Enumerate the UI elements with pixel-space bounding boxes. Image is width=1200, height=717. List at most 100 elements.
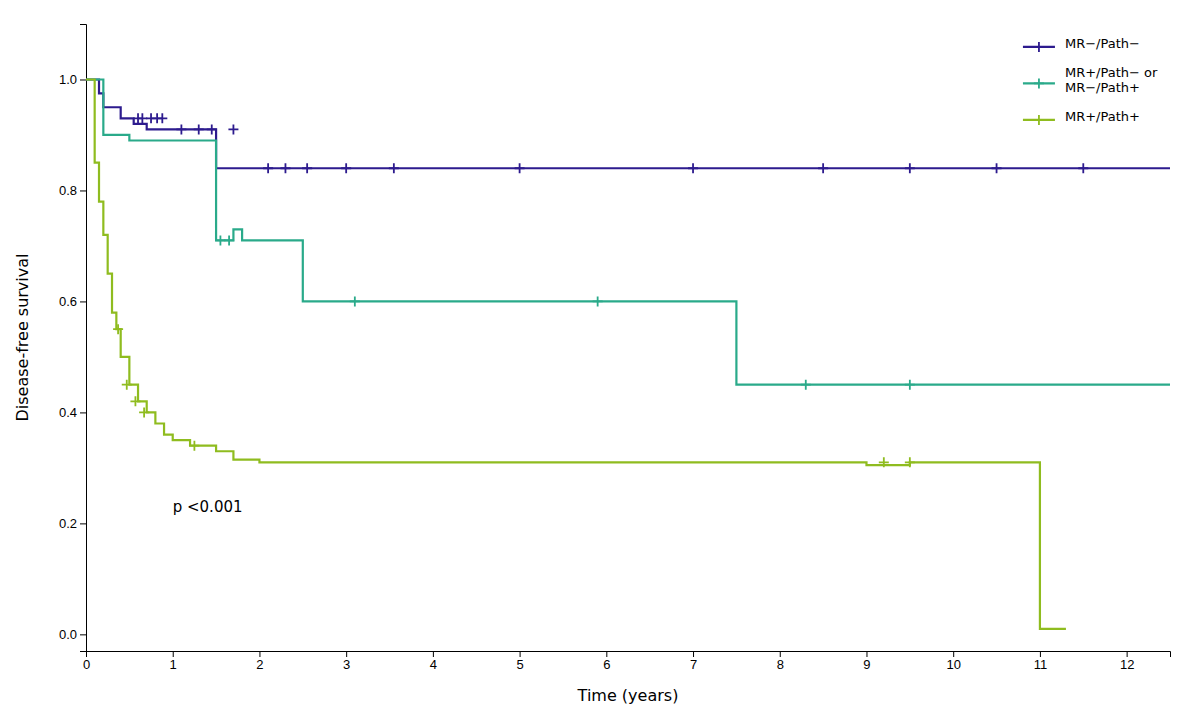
- tick: 1.0: [59, 72, 86, 87]
- marks: [86, 79, 1170, 628]
- tick-label: 12: [1120, 657, 1134, 672]
- tick-label: 2: [256, 657, 263, 672]
- tick-label: 11: [1034, 657, 1048, 672]
- censor-mark: [263, 163, 273, 173]
- censor-mark: [157, 113, 167, 123]
- tick-label: 3: [343, 657, 350, 672]
- tick-mark: [953, 651, 954, 657]
- tick-label: 6: [603, 657, 610, 672]
- tick-label: 10: [946, 657, 960, 672]
- tick-label: 9: [863, 657, 870, 672]
- censor-mark: [801, 380, 811, 390]
- legend-item: MR−/Path−: [1023, 36, 1140, 52]
- censor-mark: [992, 163, 1002, 173]
- tick-mark: [80, 79, 86, 80]
- tick-label: 1.0: [59, 72, 77, 87]
- axis-line: [80, 25, 87, 652]
- tick-mark: [173, 651, 174, 657]
- censor-mark: [137, 113, 147, 123]
- tick-mark: [1127, 651, 1128, 657]
- tick: 10: [946, 651, 960, 672]
- tick-mark: [606, 651, 607, 657]
- legend-label: MR+/Path− orMR−/Path+: [1065, 65, 1158, 95]
- tick: 0.4: [59, 405, 86, 420]
- censor-mark: [139, 407, 149, 417]
- censor-mark: [189, 441, 199, 451]
- censor-mark: [176, 124, 186, 134]
- censor-mark: [130, 396, 140, 406]
- tick-mark: [80, 412, 86, 413]
- tick-mark: [259, 651, 260, 657]
- tick: 5: [516, 651, 523, 672]
- legend-swatch-marker: [1034, 42, 1044, 52]
- survival-curve: [86, 79, 1170, 168]
- censor-mark: [905, 163, 915, 173]
- tick: 3: [343, 651, 350, 672]
- censor-mark: [341, 163, 351, 173]
- censor-mark: [389, 163, 399, 173]
- legend-label-line: MR−/Path+: [1065, 80, 1140, 95]
- tick: 0.6: [59, 294, 86, 309]
- censor-mark: [224, 235, 234, 245]
- censor-mark: [207, 124, 217, 134]
- tick-mark: [1040, 651, 1041, 657]
- survival-curve: [86, 79, 1170, 384]
- tick: 12: [1120, 651, 1134, 672]
- tick-label: 0.4: [59, 405, 77, 420]
- tick: 11: [1034, 651, 1048, 672]
- legend: MR−/Path− MR+/Path− orMR−/Path+ MR+/Path+: [1023, 36, 1158, 125]
- tick-label: 8: [777, 657, 784, 672]
- tick: 0.2: [59, 516, 86, 531]
- tick: 0: [83, 651, 90, 672]
- tick-mark: [346, 651, 347, 657]
- tick-mark: [866, 651, 867, 657]
- legend-swatch-marker: [1034, 78, 1044, 88]
- tick-mark: [520, 651, 521, 657]
- censor-mark: [215, 235, 225, 245]
- tick: 1: [170, 651, 177, 672]
- tick: 0.8: [59, 183, 86, 198]
- background: [0, 0, 1200, 717]
- x-axis-title: Time (years): [577, 686, 679, 705]
- legend-swatch-marker: [1034, 115, 1044, 125]
- tick-label: 7: [690, 657, 697, 672]
- censor-mark: [593, 296, 603, 306]
- y-axis: 0.0 0.2 0.4 0.6 0.8 1.0: [59, 25, 87, 652]
- legend-label-line: MR−/Path−: [1065, 36, 1140, 51]
- censor-mark: [194, 124, 204, 134]
- legend-item: MR+/Path− orMR−/Path+: [1023, 65, 1158, 95]
- censor-mark: [1078, 163, 1088, 173]
- legend-item: MR+/Path+: [1023, 109, 1140, 125]
- tick: 8: [777, 651, 784, 672]
- censor-mark: [350, 296, 360, 306]
- survival-curve: [86, 79, 1066, 628]
- tick-label: 4: [430, 657, 437, 672]
- legend-label: MR+/Path+: [1065, 109, 1140, 124]
- censor-mark: [302, 163, 312, 173]
- censor-mark: [122, 380, 132, 390]
- tick: 7: [690, 651, 697, 672]
- tick-mark: [780, 651, 781, 657]
- tick-mark: [693, 651, 694, 657]
- tick-label: 0.8: [59, 183, 77, 198]
- tick: 9: [863, 651, 870, 672]
- tick-mark: [80, 301, 86, 302]
- tick: 2: [256, 651, 263, 672]
- tick-mark: [433, 651, 434, 657]
- tick-label: 5: [516, 657, 523, 672]
- legend-label: MR−/Path−: [1065, 36, 1140, 51]
- tick-mark: [80, 190, 86, 191]
- tick-label: 0.2: [59, 516, 77, 531]
- chart: 01234567891011120.00.20.40.60.81.0Time (…: [0, 0, 1200, 717]
- censor-mark: [905, 457, 915, 467]
- tick: 6: [603, 651, 610, 672]
- tick: 0.0: [59, 627, 86, 642]
- tick-mark: [80, 523, 86, 524]
- axis-line: [87, 652, 1171, 658]
- legend-label-line: MR+/Path+: [1065, 109, 1140, 124]
- x-axis: 0123456789101112: [83, 651, 1171, 672]
- tick-label: 0.6: [59, 294, 77, 309]
- annotation: p <0.001: [173, 498, 243, 516]
- tick: 4: [430, 651, 437, 672]
- censor-group: [113, 324, 915, 467]
